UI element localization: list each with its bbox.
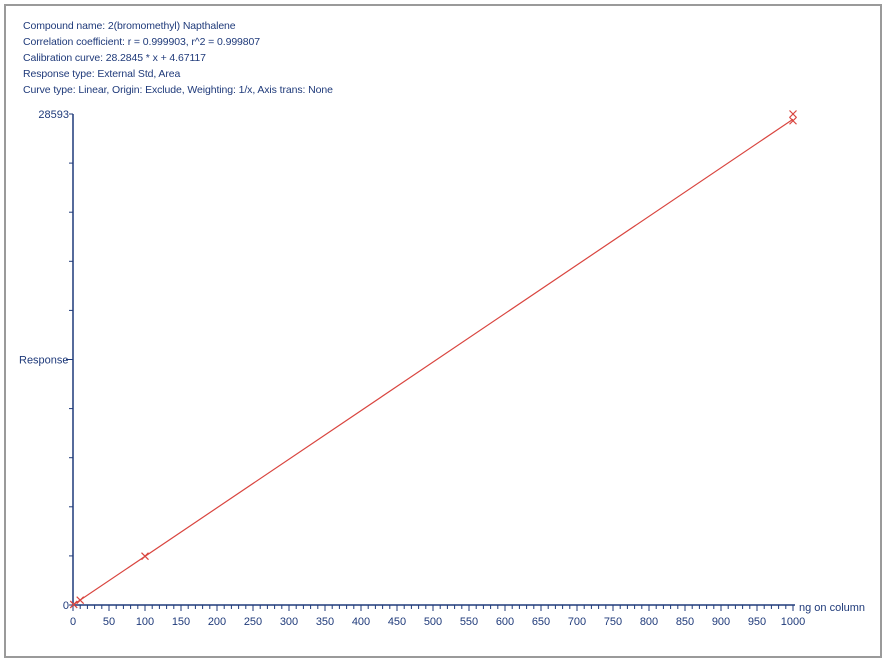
x-tick-label: 600 [496, 616, 514, 628]
data-point [69, 600, 78, 609]
y-tick-label: 28593 [38, 109, 69, 121]
compound-name-text: Compound name: 2(bromomethyl) Napthalene [23, 20, 236, 32]
x-tick-label: 550 [460, 616, 478, 628]
x-tick-label: 50 [103, 616, 115, 628]
data-point [789, 116, 797, 125]
labels-group: 0 50 100 150 200 250 300 350 400 450 500 550 600 650 7… [19, 109, 865, 628]
x-tick-label: 300 [280, 616, 298, 628]
ticks-group [66, 113, 794, 611]
response-type-text: Response type: External Std, Area [23, 68, 181, 80]
x-tick-label: 850 [676, 616, 694, 628]
y-tick-label: 0 [63, 600, 69, 612]
x-axis-title: ng on column [799, 602, 865, 614]
x-tick-label: 900 [712, 616, 730, 628]
x-tick-label: 250 [244, 616, 262, 628]
x-tick-label: 800 [640, 616, 658, 628]
x-tick-label: 0 [70, 616, 76, 628]
data-point-stroke [789, 110, 797, 118]
x-tick-label: 150 [172, 616, 190, 628]
x-tick-label: 750 [604, 616, 622, 628]
calibration-curve-text: Calibration curve: 28.2845 * x + 4.67117 [23, 52, 206, 64]
correlation-text: Correlation coefficient: r = 0.999903, r… [23, 36, 261, 48]
x-tick-label: 450 [388, 616, 406, 628]
marks-group [69, 110, 797, 609]
x-tick-label: 700 [568, 616, 586, 628]
curve-type-text: Curve type: Linear, Origin: Exclude, Wei… [23, 84, 333, 96]
x-tick-label: 100 [136, 616, 154, 628]
data-point-stroke [69, 600, 78, 609]
data-point [789, 110, 797, 118]
x-tick-label: 350 [316, 616, 334, 628]
y-axis-title: Response [19, 355, 69, 367]
data-point [76, 596, 85, 605]
data-point-stroke [141, 552, 149, 561]
data-point-stroke [76, 596, 85, 605]
plot-frame: Compound name: 2(bromomethyl) Napthalene… [4, 4, 882, 658]
x-tick-label: 1000 [781, 616, 805, 628]
x-tick-label: 500 [424, 616, 442, 628]
x-tick-label: 400 [352, 616, 370, 628]
x-tick-label: 200 [208, 616, 226, 628]
data-point [141, 552, 149, 561]
x-tick-label: 650 [532, 616, 550, 628]
fit-line [72, 118, 794, 606]
x-tick-label: 950 [748, 616, 766, 628]
data-point-stroke [789, 116, 797, 125]
